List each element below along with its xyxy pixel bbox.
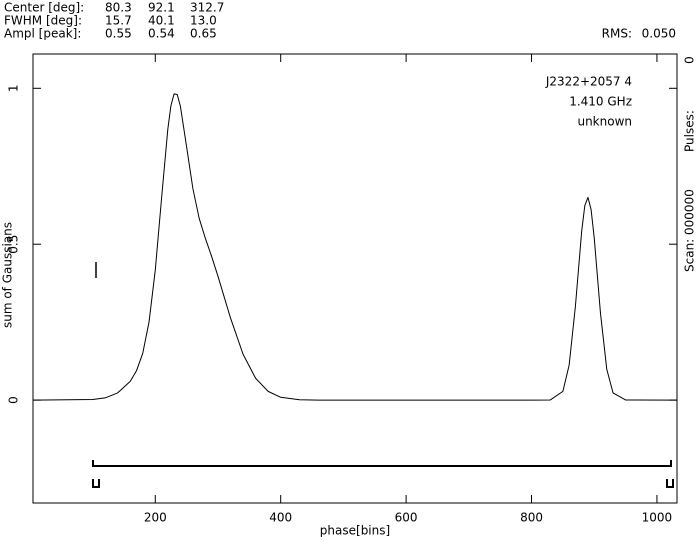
- y-axis-label: sum of Gaussians: [1, 222, 15, 328]
- header-value: 0.54: [148, 27, 175, 41]
- header-value: 92.1: [148, 1, 175, 15]
- header-value: 15.7: [105, 14, 132, 28]
- x-tick-label: 800: [520, 511, 543, 525]
- bracket-end: [92, 479, 100, 488]
- x-tick-label: 1000: [642, 511, 673, 525]
- annotation: unknown: [577, 115, 632, 129]
- header-value: 312.7: [190, 1, 224, 15]
- header-label: FWHM [deg]:: [4, 14, 82, 28]
- bracket: [92, 460, 672, 467]
- y-tick-label: 0: [7, 396, 21, 404]
- bracket-end: [666, 479, 674, 488]
- y-tick-label: 0.5: [7, 235, 21, 254]
- annotation: 1.410 GHz: [569, 95, 632, 109]
- x-axis-label: phase[bins]: [320, 524, 390, 538]
- header-value: 80.3: [105, 1, 132, 15]
- header-label: Center [deg]:: [4, 1, 84, 15]
- side-label: Pulses:: [683, 110, 697, 152]
- x-tick-label: 400: [269, 511, 292, 525]
- profile-line: [32, 93, 678, 401]
- header-value: 0.65: [190, 27, 217, 41]
- side-label: 0: [683, 56, 697, 64]
- header-value: 13.0: [190, 14, 217, 28]
- side-label: Scan: 000000: [683, 189, 697, 272]
- rms-value: 0.050: [642, 27, 676, 41]
- header-label: Ampl [peak]:: [4, 27, 81, 41]
- plot-frame: [32, 53, 678, 504]
- rms-label: RMS:: [602, 27, 632, 41]
- y-tick-label: 1: [7, 84, 21, 92]
- header-value: 0.55: [105, 27, 132, 41]
- x-tick-label: 200: [144, 511, 167, 525]
- header-value: 40.1: [148, 14, 175, 28]
- annotation: J2322+2057 4: [545, 75, 632, 89]
- x-tick-label: 600: [395, 511, 418, 525]
